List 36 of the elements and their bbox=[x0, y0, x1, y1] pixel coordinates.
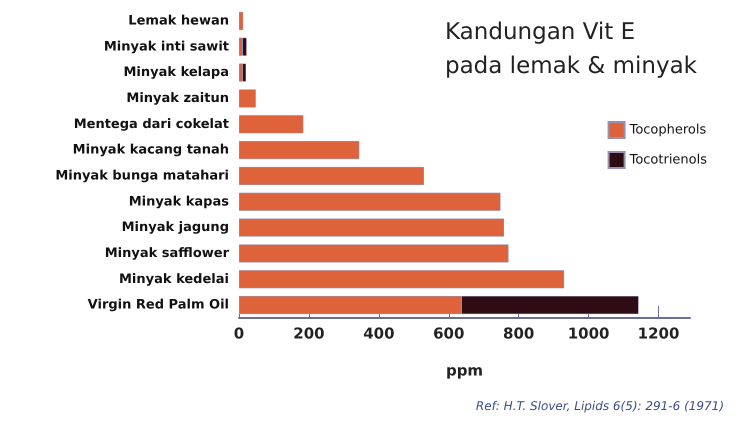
y-tick-label: Lemak hewan bbox=[128, 13, 229, 28]
x-tick-label: 600 bbox=[433, 324, 464, 342]
x-tick-label: 0 bbox=[234, 324, 244, 342]
bar bbox=[242, 38, 247, 56]
text: Kandungan Vit E pada lemak & minyak bbox=[444, 19, 698, 79]
x-tick-label: 200 bbox=[293, 324, 325, 342]
bar bbox=[239, 244, 509, 262]
bar bbox=[239, 12, 244, 30]
bar bbox=[239, 218, 504, 237]
y-tick-label: Minyak kacang tanah bbox=[72, 142, 229, 158]
y-tick-label: Virgin Red Palm Oil bbox=[88, 298, 229, 313]
y-tick-label: Minyak jagung bbox=[122, 220, 229, 236]
bar bbox=[239, 64, 242, 82]
y-tick-label: Minyak zaitun bbox=[126, 90, 229, 106]
text: Ref: H.T. Slover, Lipids 6(5): 291-6 (1971) bbox=[476, 399, 724, 413]
y-tick-label: Minyak safflower bbox=[104, 246, 230, 261]
y-tick-label: Minyak bunga matahari bbox=[55, 168, 229, 184]
x-tick-label: 400 bbox=[363, 324, 394, 342]
bar bbox=[242, 64, 246, 82]
x-axis-title: ppm bbox=[446, 362, 484, 380]
legend-label: Tocotrienols bbox=[628, 152, 708, 168]
y-tick-label: Minyak kedelai bbox=[119, 272, 229, 287]
y-tick-label: Minyak kapas bbox=[128, 194, 230, 210]
x-tick-label: 800 bbox=[503, 324, 534, 342]
y-tick-label: Minyak inti sawit bbox=[104, 39, 229, 54]
bar bbox=[239, 141, 360, 160]
bar bbox=[239, 270, 564, 288]
bar bbox=[239, 166, 424, 185]
x-tick-label: 1000 bbox=[568, 324, 610, 342]
bar bbox=[239, 89, 256, 108]
bar bbox=[239, 115, 304, 134]
legend-label: Tocopherols bbox=[628, 122, 706, 138]
x-tick-label: 1200 bbox=[638, 324, 680, 342]
y-tick-label: Minyak kelapa bbox=[124, 65, 229, 80]
bar bbox=[239, 192, 501, 211]
y-tick-label: Mentega dari cokelat bbox=[74, 116, 229, 132]
